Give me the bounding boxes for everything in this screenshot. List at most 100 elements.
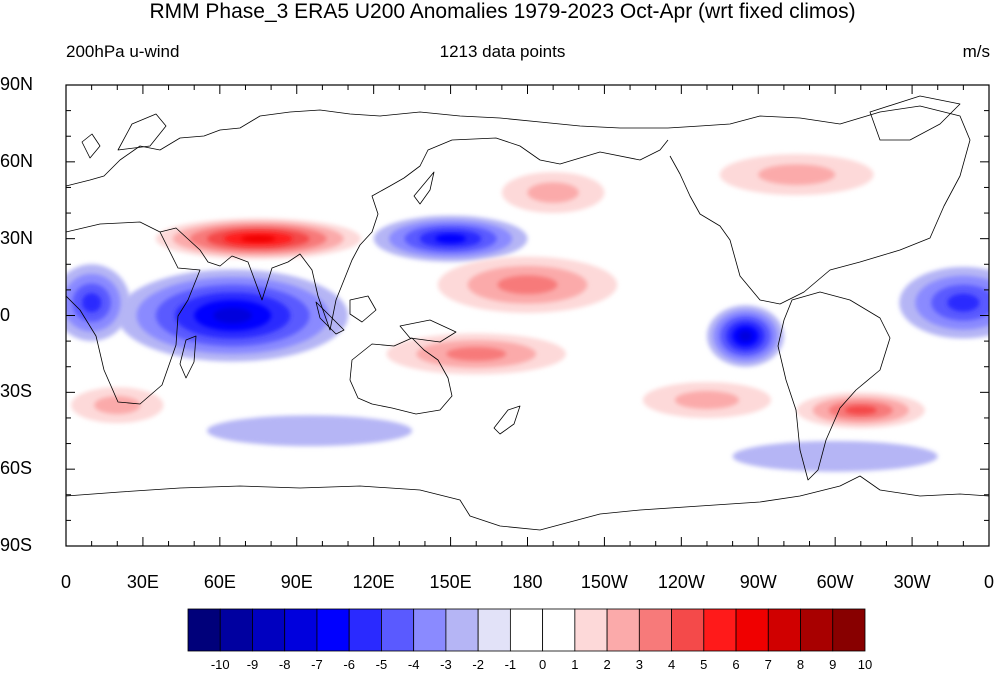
anomaly-contour [241, 235, 276, 243]
colorbar-label: -10 [210, 657, 230, 672]
colorbar-swatch [735, 608, 769, 652]
colorbar-swatch [509, 608, 544, 652]
anomaly-contour [497, 275, 558, 295]
colorbar-label: -5 [375, 657, 388, 672]
colorbar-swatch [187, 608, 221, 652]
anomaly-contour [527, 182, 579, 203]
anomaly-contour [947, 293, 980, 312]
colorbar-swatch [381, 608, 415, 652]
coastline-newguinea [399, 319, 457, 343]
x-tick-label: 90W [739, 572, 777, 592]
colorbar-label: -3 [440, 657, 452, 672]
chart-title: RMM Phase_3 ERA5 U200 Anomalies 1979-202… [149, 0, 856, 23]
colorbar-swatch [219, 608, 253, 652]
map-axes [65, 84, 990, 547]
colorbar-swatch [348, 608, 382, 652]
x-tick-label: 90E [280, 572, 313, 592]
colorbar-label: -2 [472, 657, 484, 672]
colorbar-label: -1 [504, 657, 517, 672]
colorbar-label: 8 [796, 657, 805, 672]
anomaly-contour [82, 293, 102, 313]
coastline-antarctica [66, 475, 989, 531]
colorbar-label: -7 [311, 657, 323, 672]
subtitle-left: 200hPa u-wind [66, 42, 180, 61]
colorbar-swatch [671, 608, 705, 652]
colorbar-label: 2 [603, 657, 611, 672]
coastline-uk [81, 133, 101, 159]
colorbar [187, 608, 866, 652]
x-tick-label: 60E [203, 572, 236, 592]
colorbar-label: 6 [732, 657, 740, 672]
colorbar-label: -4 [407, 657, 420, 672]
colorbar-label: 5 [700, 657, 708, 672]
colorbar-swatch [284, 608, 318, 652]
x-tick-label: 180 [512, 572, 543, 592]
coastline-australia [349, 337, 453, 415]
y-tick-label: 30N [0, 227, 34, 248]
anomaly-contour [94, 396, 141, 415]
x-tick-label: 0 [983, 572, 995, 592]
colorbar-swatch [316, 608, 350, 652]
y-tick-label: 0 [0, 304, 11, 325]
subtitle-right: m/s [962, 42, 990, 61]
colorbar-swatch [606, 608, 640, 652]
x-tick-label: 150W [580, 572, 628, 592]
anomaly-contour [758, 164, 836, 185]
x-tick-label: 60W [816, 572, 854, 592]
anomaly-contour [739, 330, 752, 342]
anomaly-contour [844, 405, 877, 415]
colorbar-swatch [703, 608, 737, 652]
colorbar-swatch [638, 608, 672, 652]
coastline-scandinavia [117, 113, 167, 151]
colorbar-swatch [767, 608, 801, 652]
coastline-newzealand [493, 405, 521, 435]
colorbar-label: -6 [343, 657, 355, 672]
colorbar-label: -8 [278, 657, 291, 672]
colorbar-swatch [832, 608, 866, 652]
colorbar-label: 9 [829, 657, 837, 672]
coastline-north-america [667, 105, 971, 305]
anomaly-contour [213, 307, 252, 324]
x-tick-label: 30E [126, 572, 159, 592]
anomaly-field [66, 154, 989, 472]
y-tick-label: 60S [0, 458, 33, 479]
coastline-europe [66, 109, 668, 187]
anomaly-contour [446, 347, 507, 361]
colorbar-label: 7 [764, 657, 772, 672]
coastline-japan [413, 171, 435, 205]
anomaly-contour [435, 234, 466, 244]
colorbar-label: 10 [857, 657, 873, 672]
anomaly-contour [732, 440, 938, 472]
coastline-sumatra [315, 301, 345, 335]
x-tick-label: 30W [893, 572, 931, 592]
colorbar-label: -9 [246, 657, 259, 672]
colorbar-label: 1 [571, 657, 579, 672]
x-tick-label: 120W [657, 572, 705, 592]
colorbar-label: 3 [635, 657, 643, 672]
colorbar-swatch [445, 608, 479, 652]
y-tick-label: 90S [0, 535, 33, 555]
y-tick-label: 30S [0, 381, 33, 402]
coastlines [66, 95, 989, 531]
coastline-asia-south [159, 137, 669, 331]
colorbar-swatch [413, 608, 447, 652]
coastline-greenland [869, 95, 961, 141]
y-tick-label: 60N [0, 150, 34, 171]
coastline-borneo [349, 295, 377, 323]
coastline-south-america [777, 291, 891, 481]
colorbar-swatch [252, 608, 286, 652]
y-tick-label: 90N [0, 74, 34, 94]
x-tick-label: 150E [429, 572, 472, 592]
colorbar-swatch [542, 608, 576, 652]
x-tick-label: 0 [60, 572, 72, 592]
colorbar-swatch [574, 608, 608, 652]
anomaly-contour [207, 415, 413, 447]
x-tick-label: 120E [352, 572, 395, 592]
colorbar-swatch [477, 608, 511, 652]
colorbar-label: 0 [538, 657, 547, 672]
colorbar-label: 4 [667, 657, 676, 672]
anomaly-contour [674, 391, 740, 409]
coastline-africa [66, 221, 201, 405]
coastline-madagascar [179, 335, 197, 379]
